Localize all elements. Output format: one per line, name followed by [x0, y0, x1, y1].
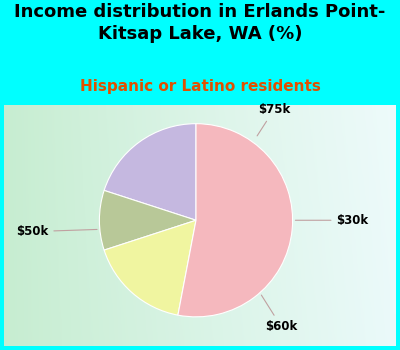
Wedge shape — [104, 124, 196, 220]
Text: $30k: $30k — [295, 214, 369, 227]
Text: $60k: $60k — [261, 295, 298, 334]
Text: $50k: $50k — [16, 225, 97, 238]
Wedge shape — [178, 124, 292, 317]
Text: Hispanic or Latino residents: Hispanic or Latino residents — [80, 79, 320, 93]
Wedge shape — [104, 220, 196, 315]
Text: Income distribution in Erlands Point-
Kitsap Lake, WA (%): Income distribution in Erlands Point- Ki… — [14, 3, 386, 43]
Wedge shape — [99, 190, 196, 250]
Text: $75k: $75k — [257, 103, 290, 136]
